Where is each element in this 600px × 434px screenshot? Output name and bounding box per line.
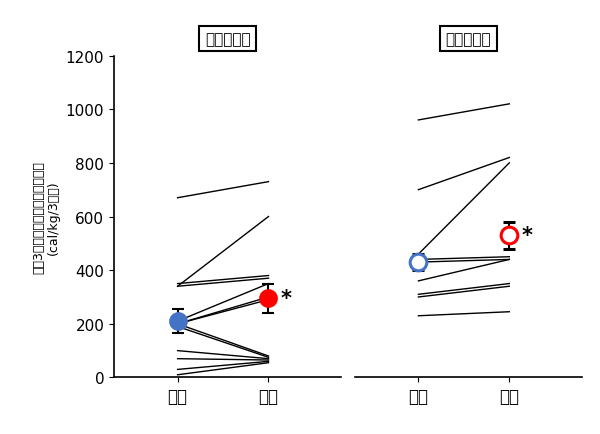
Y-axis label: 食後3時間の食事誘発性体熱産生
(cal/kg/3時間): 食後3時間の食事誘発性体熱産生 (cal/kg/3時間)	[32, 161, 60, 273]
Text: *: *	[521, 226, 532, 246]
Text: 遅食い試行: 遅食い試行	[446, 32, 491, 47]
Text: *: *	[280, 289, 291, 309]
Text: 早食い試行: 早食い試行	[205, 32, 250, 47]
